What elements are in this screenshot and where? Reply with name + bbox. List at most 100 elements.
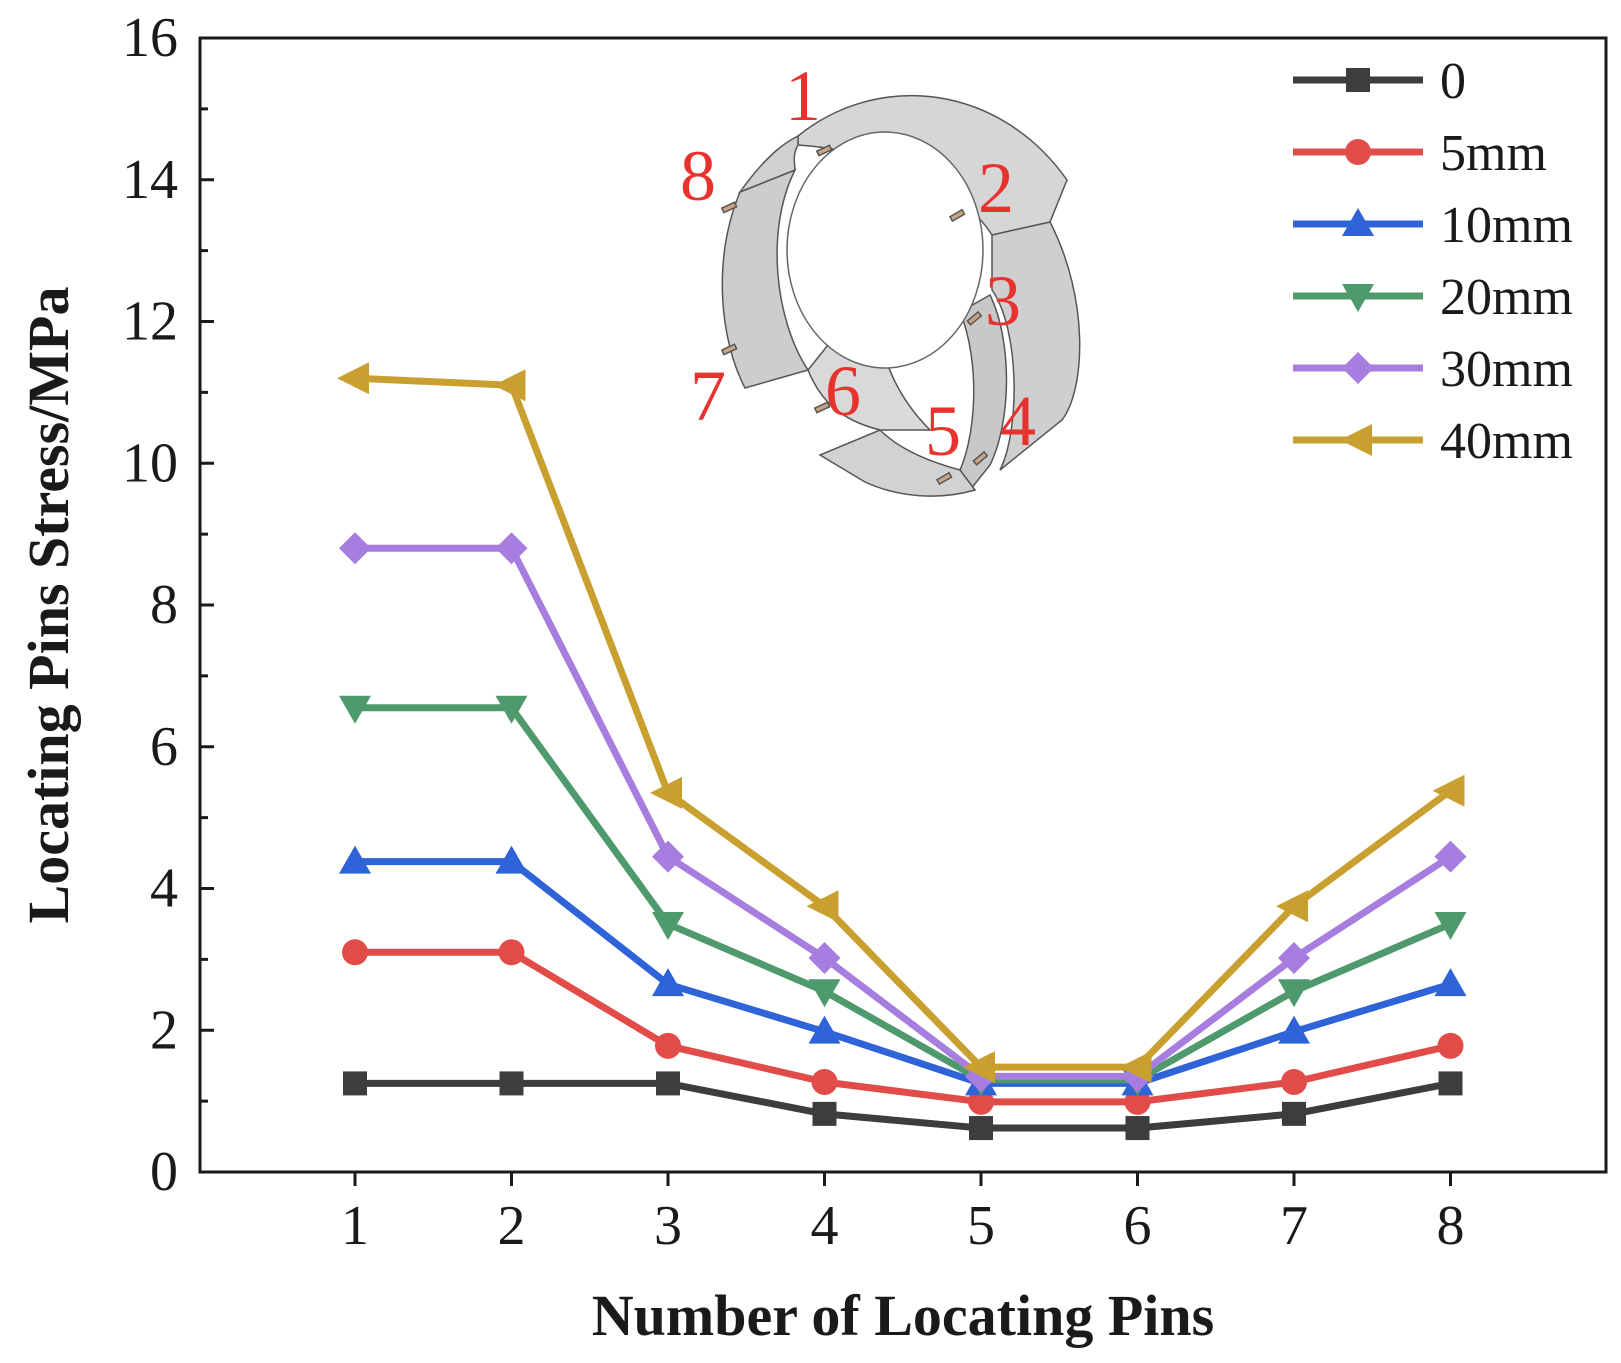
data-point [963, 1051, 995, 1084]
legend-label: 0 [1440, 53, 1466, 110]
legend-marker [1340, 424, 1372, 456]
y-tick-label: 2 [150, 999, 178, 1061]
pin-icon [966, 310, 983, 326]
y-tick-label: 14 [122, 149, 178, 211]
pin-icon [720, 343, 738, 356]
data-point [1434, 911, 1467, 940]
data-point [655, 1032, 681, 1059]
legend-marker [1342, 208, 1374, 236]
ring-inner-hole [786, 131, 984, 369]
y-tick-label: 12 [122, 291, 178, 353]
inset-label-2: 2 [978, 148, 1014, 228]
inset-ring-diagram: 1 2 3 4 5 6 7 8 [680, 56, 1081, 497]
data-point [808, 1015, 841, 1044]
data-point [652, 968, 684, 997]
x-tick-label: 1 [341, 1195, 369, 1257]
series-line [355, 948, 1452, 1106]
y-tick-label: 8 [150, 574, 178, 636]
legend-item: 10mm [1293, 197, 1573, 254]
legend-item: 40mm [1293, 413, 1573, 470]
x-tick-label: 5 [967, 1195, 995, 1257]
series-line [354, 374, 1453, 1071]
inset-label-1: 1 [785, 56, 821, 136]
legend-label: 40mm [1440, 413, 1573, 470]
data-point [339, 532, 371, 565]
x-tick-label: 6 [1124, 1195, 1152, 1257]
data-point [339, 695, 371, 724]
legend-label: 5mm [1440, 125, 1547, 182]
inset-label-7: 7 [690, 356, 726, 436]
data-point [808, 941, 841, 974]
y-tick-label: 16 [122, 7, 178, 69]
data-point [1278, 941, 1310, 974]
y-tick-label: 10 [122, 432, 178, 494]
data-point [498, 939, 525, 966]
data-point [806, 890, 839, 923]
data-point [652, 911, 684, 940]
data-point [656, 1071, 680, 1096]
series-layer [337, 362, 1467, 1141]
x-tick-label: 2 [498, 1195, 526, 1257]
series-line [355, 544, 1453, 1080]
ring-segment-2-3 [991, 221, 1081, 471]
series-line [355, 858, 1452, 1087]
inset-label-3: 3 [985, 261, 1021, 341]
inset-label-4: 4 [1000, 381, 1036, 461]
data-point [969, 1116, 993, 1141]
data-point [1434, 968, 1467, 997]
legend-marker [1342, 284, 1374, 312]
series-30mm [339, 532, 1467, 1093]
data-point [1432, 774, 1465, 807]
pin-icon [935, 471, 953, 486]
inset-label-6: 6 [825, 351, 861, 431]
data-point [812, 1101, 837, 1126]
ring-segment-7-8 [737, 134, 799, 194]
data-point [1437, 1032, 1464, 1059]
data-point [499, 1071, 524, 1096]
legend-item: 0 [1293, 53, 1466, 110]
legend-marker [1345, 139, 1371, 165]
x-tick-label: 4 [811, 1195, 839, 1257]
data-point [493, 369, 526, 402]
y-tick-label: 4 [150, 858, 178, 920]
series-40mm [337, 362, 1465, 1084]
legend-label: 30mm [1440, 341, 1573, 398]
series-line [355, 1079, 1452, 1132]
data-point [1438, 1071, 1463, 1096]
x-tick-label: 3 [654, 1195, 682, 1257]
data-point [1282, 1101, 1306, 1126]
data-point [1434, 840, 1467, 873]
series-5mm [342, 939, 1464, 1115]
legend-marker [1346, 68, 1370, 92]
y-tick-label: 0 [150, 1141, 178, 1203]
series-10mm [339, 845, 1467, 1096]
data-point [495, 695, 528, 724]
x-tick-label: 8 [1437, 1195, 1465, 1257]
data-point [652, 840, 684, 873]
data-point [650, 776, 682, 809]
data-point [1278, 1015, 1310, 1044]
legend-item: 20mm [1293, 269, 1573, 326]
inset-label-8: 8 [680, 136, 716, 216]
legend-marker [1342, 352, 1374, 384]
data-point [339, 845, 371, 874]
data-point [808, 979, 841, 1008]
x-axis-title: Number of Locating Pins [592, 1283, 1214, 1348]
legend-item: 30mm [1293, 341, 1573, 398]
data-point [495, 845, 528, 874]
pin-icon [813, 401, 831, 414]
pin-icon [972, 450, 989, 466]
data-point [1278, 979, 1310, 1008]
data-point [1119, 1051, 1152, 1084]
data-point [1125, 1116, 1150, 1141]
series-0 [343, 1071, 1463, 1141]
data-point [1281, 1068, 1307, 1095]
pin-icon [815, 144, 833, 157]
legend-label: 20mm [1440, 269, 1573, 326]
pin-icon [948, 208, 966, 223]
x-tick-label: 7 [1280, 1195, 1308, 1257]
y-axis-title: Locating Pins Stress/MPa [16, 287, 81, 924]
data-point [337, 362, 369, 395]
